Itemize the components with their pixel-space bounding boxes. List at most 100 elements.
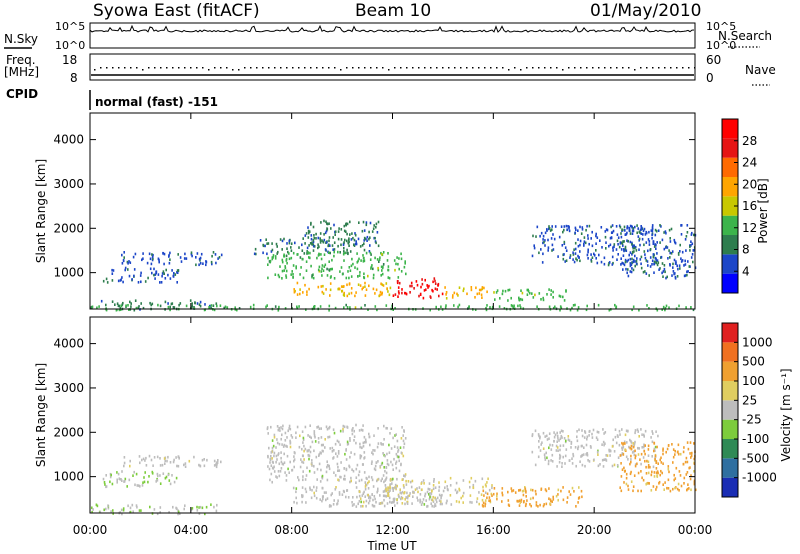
power-cell bbox=[174, 273, 177, 276]
velocity-cell bbox=[273, 436, 276, 439]
velocity-cell bbox=[358, 429, 361, 432]
velocity-cell bbox=[672, 448, 675, 451]
velocity-cell bbox=[690, 474, 692, 477]
power-cell bbox=[382, 265, 384, 269]
power-cell bbox=[403, 265, 406, 269]
power-cell bbox=[491, 305, 494, 309]
power-cell bbox=[598, 253, 600, 257]
power-cell bbox=[170, 302, 173, 306]
power-cell bbox=[326, 228, 329, 231]
power-cell bbox=[180, 260, 183, 263]
power-cell bbox=[191, 302, 193, 305]
power-cell bbox=[397, 290, 400, 293]
power-cell bbox=[664, 270, 666, 274]
velocity-cell bbox=[420, 482, 423, 485]
power-cell bbox=[183, 257, 186, 260]
velocity-cell bbox=[553, 431, 555, 434]
velocity-cell bbox=[298, 478, 300, 482]
power-cell bbox=[527, 290, 530, 293]
velocity-cell bbox=[318, 462, 321, 466]
power-cell bbox=[552, 233, 554, 236]
velocity-cell bbox=[629, 462, 631, 466]
velocity-cell bbox=[310, 436, 312, 440]
power-cell bbox=[296, 281, 299, 285]
nave-dot bbox=[646, 67, 648, 69]
velocity-cell bbox=[110, 473, 112, 477]
power-cell bbox=[331, 244, 334, 247]
nave-dot bbox=[184, 67, 186, 69]
power-cell bbox=[135, 306, 138, 310]
velocity-cell bbox=[661, 471, 663, 475]
velocity-cell bbox=[376, 445, 379, 449]
velocity-cell bbox=[313, 432, 316, 435]
velocity-cell bbox=[143, 480, 146, 484]
velocity-cell bbox=[293, 500, 295, 504]
power-cell bbox=[275, 242, 278, 246]
velocity-cell bbox=[636, 462, 638, 466]
power-cell bbox=[372, 273, 375, 277]
power-cell bbox=[401, 291, 403, 295]
power-cell bbox=[590, 260, 593, 263]
velocity-cell bbox=[531, 433, 534, 436]
velocity-colorbar-frame bbox=[721, 322, 739, 498]
velocity-cell bbox=[346, 440, 349, 444]
power-cell bbox=[690, 306, 692, 309]
velocity-cell bbox=[300, 458, 302, 461]
velocity-cell bbox=[449, 494, 452, 497]
power-cell bbox=[687, 260, 689, 263]
velocity-cell bbox=[622, 443, 624, 446]
velocity-cell bbox=[689, 441, 692, 444]
velocity-cell bbox=[657, 462, 659, 465]
power-cell bbox=[348, 237, 350, 240]
velocity-cell bbox=[428, 493, 430, 496]
power-cell bbox=[631, 308, 633, 312]
velocity-cell bbox=[548, 432, 551, 435]
velocity-cell bbox=[273, 433, 276, 437]
velocity-cell bbox=[372, 449, 374, 452]
velocity-cell bbox=[275, 454, 278, 458]
power-cell bbox=[661, 271, 663, 275]
velocity-cell bbox=[284, 471, 286, 474]
power-cell bbox=[303, 252, 306, 255]
velocity-cell bbox=[338, 469, 341, 472]
velocity-cell bbox=[517, 500, 519, 503]
power-cell bbox=[651, 263, 653, 266]
power-cell bbox=[151, 271, 153, 275]
power-cell bbox=[519, 297, 522, 301]
power-cell bbox=[674, 241, 677, 245]
velocity-cell bbox=[408, 494, 411, 497]
nave-dot bbox=[358, 67, 360, 69]
velocity-cell bbox=[364, 481, 367, 484]
velocity-cell bbox=[144, 471, 146, 474]
power-cell bbox=[317, 236, 320, 240]
power-cell bbox=[350, 275, 353, 278]
power-cell bbox=[538, 251, 540, 255]
velocity-cell bbox=[205, 505, 208, 509]
velocity-cell bbox=[198, 512, 201, 515]
velocity-cell bbox=[444, 480, 447, 484]
velocity-cell bbox=[313, 491, 315, 495]
velocity-cell bbox=[362, 492, 365, 495]
velocity-cell bbox=[293, 455, 295, 458]
power-cell bbox=[321, 264, 324, 267]
power-cell bbox=[142, 257, 144, 260]
power-cell bbox=[576, 308, 579, 312]
power-cell bbox=[485, 306, 487, 310]
power-cell bbox=[325, 241, 328, 244]
velocity-cell bbox=[551, 453, 554, 457]
colorbar-tick-label: 1000 bbox=[742, 335, 773, 349]
power-cell bbox=[624, 247, 627, 251]
freq-tick-top: 18 bbox=[62, 53, 77, 67]
velocity-cell bbox=[394, 483, 397, 487]
power-cell bbox=[645, 231, 648, 235]
power-cell bbox=[651, 230, 654, 233]
x-axis-ticks: 00:00 04:00 08:00 12:00 16:00 20:00 00:00 bbox=[73, 113, 712, 537]
velocity-cell bbox=[651, 440, 654, 444]
power-cell bbox=[613, 243, 616, 246]
velocity-cell bbox=[203, 464, 206, 468]
power-cell bbox=[374, 305, 377, 308]
power-cell bbox=[367, 274, 369, 278]
velocity-cell bbox=[392, 468, 394, 471]
power-cell bbox=[542, 241, 544, 245]
power-cell bbox=[547, 246, 550, 249]
